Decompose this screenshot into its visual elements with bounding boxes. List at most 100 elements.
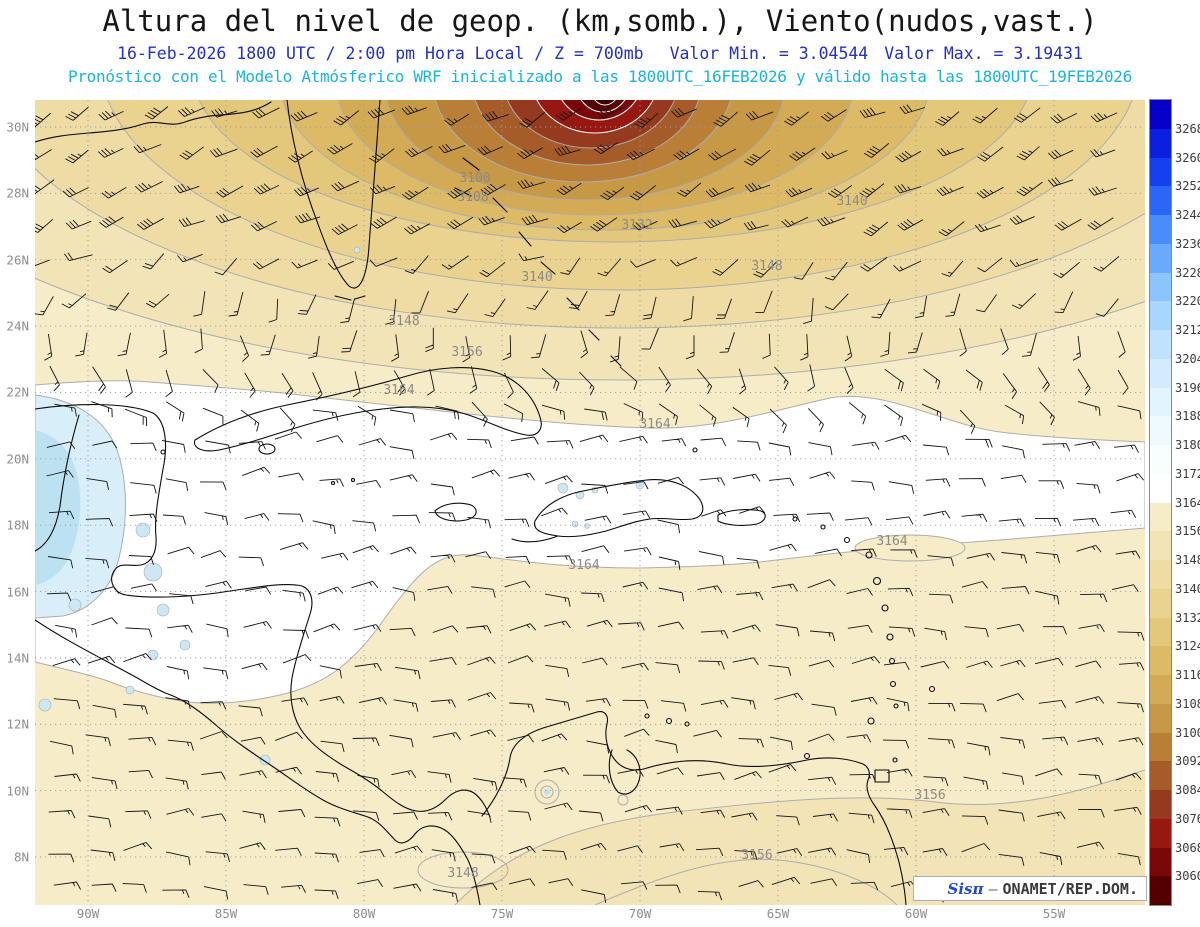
svg-text:3148: 3148: [447, 866, 478, 881]
lon-label: 60W: [904, 906, 928, 921]
colorbar-segment: [1150, 847, 1171, 877]
colorbar-segment: [1150, 531, 1171, 560]
lon-label: 55W: [1042, 906, 1066, 921]
colorbar-segment: [1150, 818, 1171, 848]
south-3156-band: [417, 769, 1145, 905]
wind-barbs-layer: [35, 104, 1145, 903]
colorbar-tick-label: 3196: [1175, 380, 1200, 395]
colorbar-segment: [1150, 301, 1171, 330]
lat-label: 16N: [6, 584, 29, 600]
colorbar-segment: [1150, 358, 1171, 388]
svg-text:3100: 3100: [459, 171, 490, 186]
colorbar-tick-label: 3220: [1175, 294, 1200, 309]
svg-text:3148: 3148: [751, 259, 782, 274]
lat-label: 26N: [6, 252, 29, 268]
lat-label: 20N: [6, 451, 29, 467]
svg-text:3164: 3164: [383, 383, 414, 398]
stamp-separator-dash: —: [988, 879, 998, 898]
colorbar-tick-label: 3244: [1175, 208, 1200, 222]
colorbar-tick-label: 3116: [1175, 668, 1200, 682]
colorbar-segment: [1150, 416, 1171, 445]
colorbar-tick-label: 3132: [1175, 610, 1200, 625]
coastlines-layer: [35, 100, 936, 905]
svg-text:3164: 3164: [876, 534, 907, 549]
map-layers: 3100 3108 3132 3140 3140 3148 3148 3156 3164 3164…: [35, 100, 1145, 905]
lat-label: 18N: [6, 517, 29, 533]
colorbar-segment: [1150, 761, 1171, 790]
colorbar-segment: [1150, 790, 1171, 819]
lon-label: 80W: [352, 906, 376, 921]
colorbar-segment: [1150, 617, 1171, 647]
map-canvas: 3100 3108 3132 3140 3140 3148 3148 3156 3164 3164…: [35, 100, 1145, 905]
colorbar-tick-label: 3236: [1175, 236, 1200, 251]
colorbar-segment: [1150, 703, 1171, 733]
svg-text:3156: 3156: [451, 345, 482, 360]
valid-time-line: 16-Feb-2026 1800 UTC / 2:00 pm Hora Loca…: [0, 44, 1200, 63]
colorbar-segment: [1150, 675, 1171, 704]
blue-high-patches: [35, 246, 645, 766]
branding-stamp: Sisπ — ONAMET/REP.DOM.: [913, 876, 1147, 901]
colorbar-segment: [1150, 100, 1171, 129]
contour-labels-layer: 3100 3108 3132 3140 3140 3148 3148 3156 3164 3164…: [383, 171, 945, 881]
svg-text:3140: 3140: [521, 270, 552, 285]
colorbar-segment: [1150, 473, 1171, 503]
shaded-contours-layer: [35, 100, 1145, 381]
colorbar-tick-label: 3164: [1175, 495, 1200, 510]
forecast-line: Pronóstico con el Modelo Atmósferico WRF…: [68, 67, 1132, 86]
colorbar-segment: [1150, 215, 1171, 244]
svg-text:3164: 3164: [639, 417, 670, 432]
closed-3164-cell: [854, 534, 966, 562]
map-title: Altura del nivel de geop. (km,somb.), Vi…: [102, 4, 1098, 38]
colorbar-tick-label: 3172: [1175, 466, 1200, 481]
org-name: ONAMET/REP.DOM.: [1002, 879, 1138, 898]
colorbar-segment: [1150, 272, 1171, 302]
svg-text:3156: 3156: [741, 848, 772, 863]
colorbar-tick-label: 3068: [1175, 840, 1200, 855]
svg-text:3140: 3140: [836, 194, 867, 209]
colorbar-tick-label: 3188: [1175, 409, 1200, 424]
colorbar-segment: [1150, 387, 1171, 417]
lon-label: 65W: [766, 906, 790, 921]
colorbar-segment: [1150, 243, 1171, 273]
colorbar-segment: [1150, 186, 1171, 215]
lon-label: 90W: [76, 906, 100, 921]
colorbar-tick-label: 3148: [1175, 553, 1200, 567]
lat-label: 22N: [6, 384, 29, 400]
lat-label: 24N: [6, 318, 29, 334]
svg-text:3156: 3156: [914, 788, 945, 803]
colorbar-segment: [1150, 876, 1171, 905]
colorbar-tick-label: 3100: [1175, 725, 1200, 740]
colorbar-tick-label: 3180: [1175, 438, 1200, 452]
colorbar-tick-label: 3076: [1175, 811, 1200, 826]
colorbar-segment: [1150, 732, 1171, 762]
lat-label: 10N: [6, 783, 29, 799]
colorbar-segment: [1150, 646, 1171, 675]
colorbar-tick-label: 3228: [1175, 265, 1200, 280]
lon-label: 85W: [214, 906, 238, 921]
svg-text:3164: 3164: [568, 558, 599, 573]
datetime-level-text: 16-Feb-2026 1800 UTC / 2:00 pm Hora Loca…: [117, 44, 644, 63]
colorbar-segment: [1150, 128, 1171, 158]
colorbar-tick-label: 3156: [1175, 524, 1200, 539]
colorbar-tick-label: 3252: [1175, 179, 1200, 194]
colorbar-tick-label: 3140: [1175, 581, 1200, 596]
colorbar-segment: [1150, 588, 1171, 618]
colorbar-segment: [1150, 445, 1171, 474]
valor-max-text: Valor Max. = 3.19431: [884, 44, 1083, 63]
colorbar-tick-label: 3204: [1175, 351, 1200, 366]
svg-text:3132: 3132: [621, 218, 652, 233]
lon-label: 70W: [628, 906, 652, 921]
lat-label: 14N: [6, 650, 29, 666]
colorbar-tick-label: 3268: [1175, 121, 1200, 136]
lat-label: 8N: [13, 849, 29, 865]
colorbar-tick-label: 3060: [1175, 869, 1200, 884]
svg-text:3148: 3148: [388, 314, 419, 329]
lon-label: 75W: [490, 906, 514, 921]
lat-label: 30N: [6, 119, 29, 135]
colorbar-tick-label: 3092: [1175, 754, 1200, 769]
colorbar-tick-label: 3212: [1175, 323, 1200, 337]
colorbar-tick-label: 3124: [1175, 639, 1200, 654]
colorbar-segment: [1150, 560, 1171, 589]
colorbar-tick-label: 3084: [1175, 783, 1200, 797]
